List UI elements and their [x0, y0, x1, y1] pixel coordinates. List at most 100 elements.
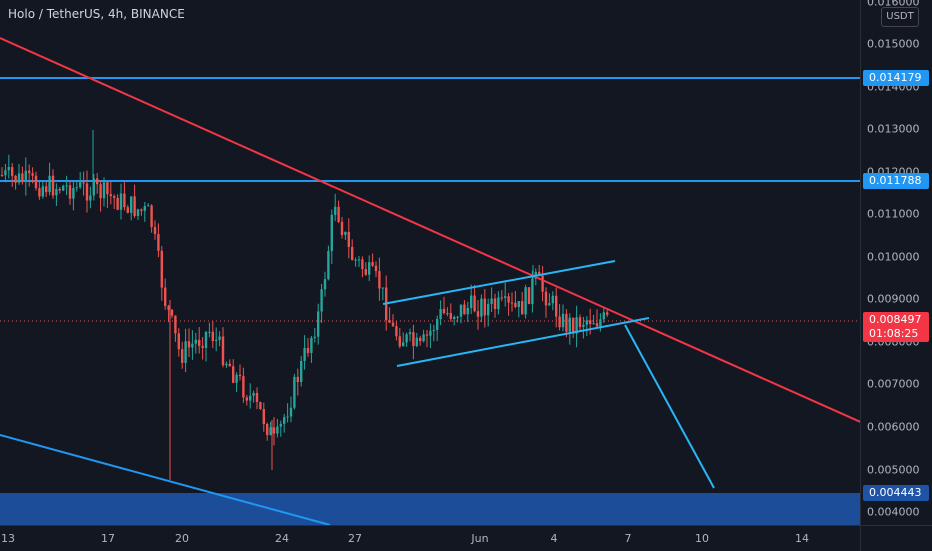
channel-lower-line[interactable] — [396, 317, 650, 367]
time-axis[interactable]: 13 17 20 24 27 Jun 4 7 10 14 — [0, 525, 860, 551]
candle-body — [75, 187, 78, 189]
candle-body — [589, 320, 592, 325]
candle-body — [204, 331, 208, 348]
drawings — [0, 37, 860, 525]
candle — [198, 327, 201, 354]
candle — [41, 181, 44, 199]
candle-body — [490, 298, 493, 304]
candle-body — [575, 317, 578, 334]
price-tick-label: 0.015000 — [867, 37, 920, 51]
candle — [476, 299, 480, 330]
candle — [109, 182, 112, 205]
candle-body — [334, 206, 337, 215]
channel-upper-line[interactable] — [382, 260, 616, 305]
projection-line[interactable] — [624, 324, 715, 489]
candle-body — [296, 376, 299, 382]
candle-body — [507, 296, 510, 303]
candle — [157, 223, 160, 258]
candle — [160, 246, 163, 301]
candle — [371, 253, 374, 268]
candle-body — [395, 326, 398, 337]
price-tick-label: 0.011000 — [867, 207, 920, 221]
candle-body — [303, 348, 306, 362]
candle-body — [585, 320, 588, 325]
candle-body — [17, 173, 21, 183]
candle-body — [473, 295, 476, 312]
price-chart[interactable] — [0, 0, 860, 525]
chart-canvas[interactable] — [0, 0, 860, 525]
candle — [140, 208, 143, 216]
candle-body — [344, 231, 347, 235]
candle-body — [602, 312, 605, 320]
price-tick-label: 0.010000 — [867, 250, 920, 264]
candle — [249, 383, 252, 409]
candle-body — [300, 361, 303, 382]
candle — [337, 200, 340, 224]
candle-body — [235, 374, 238, 383]
candle-body — [266, 423, 269, 436]
lower-trendline[interactable] — [0, 434, 331, 525]
candle — [296, 368, 299, 396]
candle — [7, 154, 10, 179]
candle — [582, 316, 585, 339]
date-tick-label: 7 — [624, 532, 632, 545]
candle-body — [126, 207, 129, 213]
candle-body — [58, 188, 61, 191]
currency-button[interactable]: USDT — [881, 7, 919, 27]
candle — [347, 218, 350, 259]
candle — [21, 166, 24, 185]
candle — [225, 361, 228, 368]
candle-body — [133, 196, 136, 216]
candle — [276, 418, 279, 438]
candle — [164, 278, 167, 310]
candle-body — [28, 170, 31, 174]
candle-body — [531, 278, 534, 304]
candlesticks — [0, 130, 609, 480]
candle-body — [419, 337, 422, 342]
candle-body — [72, 187, 75, 199]
candle-body — [521, 301, 524, 315]
candle — [48, 162, 51, 196]
candle — [242, 367, 245, 403]
candle-body — [371, 262, 374, 266]
candle-body — [412, 332, 415, 347]
candle-body — [449, 313, 452, 320]
candle-body — [306, 348, 310, 353]
candle — [167, 304, 170, 323]
candle-body — [262, 409, 265, 424]
candle-body — [599, 319, 602, 327]
candle-body — [429, 330, 432, 336]
candle — [439, 300, 442, 326]
candle-body — [568, 317, 571, 332]
candle — [99, 180, 102, 212]
candle-body — [174, 315, 177, 334]
candle — [147, 203, 150, 207]
candle — [215, 327, 218, 352]
candle — [31, 167, 34, 184]
candle-body — [592, 323, 595, 325]
descending-trendline[interactable] — [0, 37, 860, 424]
candle-body — [164, 287, 167, 306]
candle — [517, 300, 520, 318]
candle-body — [398, 336, 401, 347]
date-tick-label: 14 — [795, 532, 809, 545]
candle — [449, 303, 452, 322]
candle — [174, 315, 177, 342]
candle — [551, 291, 554, 311]
candle — [470, 284, 473, 314]
candle-body — [170, 309, 174, 316]
candle-body — [439, 308, 442, 320]
price-axis[interactable]: USDT 0.016000 0.015000 0.014000 0.013000 0.0… — [860, 0, 932, 525]
candle-body — [55, 188, 58, 196]
candle-body — [238, 374, 242, 377]
candle-body — [442, 308, 446, 314]
candle-body — [201, 345, 204, 348]
candle — [589, 308, 592, 335]
candle — [187, 328, 191, 357]
candle — [453, 315, 456, 326]
candle — [119, 183, 123, 220]
price-tick-label: 0.004000 — [867, 505, 920, 519]
candle — [378, 257, 381, 301]
candle-body — [106, 182, 109, 195]
candle — [310, 336, 313, 363]
